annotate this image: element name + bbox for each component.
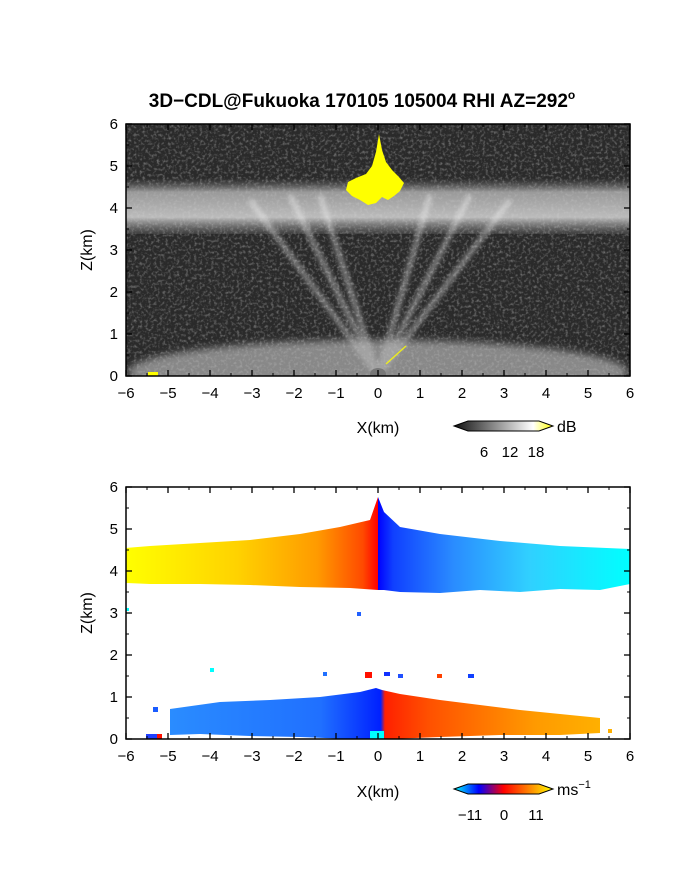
figure-title: 3D−CDL@Fukuoka 170105 105004 RHI AZ=292o [149, 88, 576, 112]
upper-velocity-layer [126, 497, 630, 593]
x-tick-label: −6 [117, 385, 134, 402]
colorbar-gradient [452, 783, 555, 795]
backscatter-colorbar: dB 6 12 18 [452, 419, 577, 461]
colorbar-tick: −11 [458, 807, 482, 824]
velocity-colorbar-unit: ms−1 [557, 779, 591, 799]
y-tick-label: 3 [110, 605, 118, 622]
strong-echo-region [346, 134, 404, 205]
colorbar-tick: 6 [480, 444, 488, 461]
x-tick-label: −1 [327, 385, 344, 402]
y-tick-label: 6 [110, 116, 118, 133]
yellow-streak [385, 345, 407, 365]
x-tick-label: −1 [327, 748, 344, 765]
x-tick-label: −5 [159, 385, 176, 402]
y-tick-label: 1 [110, 689, 118, 706]
boundary-layer-core [298, 338, 458, 376]
y-tick-label: 1 [110, 326, 118, 343]
velocity-ylabel: Z(km) [79, 592, 96, 634]
x-tick-label: 1 [416, 748, 424, 765]
velocity-xlabel: X(km) [357, 784, 400, 801]
x-tick-label: 2 [458, 748, 466, 765]
velocity-panel [126, 487, 630, 739]
x-tick-label: −4 [201, 748, 218, 765]
y-tick-label: 0 [110, 368, 118, 385]
lower-velocity-layer [170, 688, 600, 739]
x-tick-label: −6 [117, 748, 134, 765]
y-tick-label: 4 [110, 200, 118, 217]
x-tick-label: 5 [584, 385, 592, 402]
velocity-colorbar: ms−1 −11 0 11 [452, 779, 591, 824]
x-tick-label: 3 [500, 385, 508, 402]
colorbar-gradient [452, 420, 555, 432]
x-tick-label: 1 [416, 385, 424, 402]
x-tick-label: 6 [626, 748, 634, 765]
colorbar-tick: 0 [500, 807, 508, 824]
y-tick-label: 3 [110, 242, 118, 259]
x-tick-label: −2 [285, 385, 302, 402]
x-tick-label: 2 [458, 385, 466, 402]
y-tick-label: 0 [110, 731, 118, 748]
backscatter-colorbar-unit: dB [557, 419, 577, 436]
x-tick-label: 3 [500, 748, 508, 765]
y-tick-label: 5 [110, 521, 118, 538]
x-tick-label: 5 [584, 748, 592, 765]
y-tick-label: 2 [110, 647, 118, 664]
velocity-scatter-pixels [126, 608, 612, 739]
backscatter-ylabel: Z(km) [79, 229, 96, 271]
x-tick-label: −3 [243, 748, 260, 765]
x-tick-label: −2 [285, 748, 302, 765]
x-tick-label: −3 [243, 385, 260, 402]
backscatter-xlabel: X(km) [357, 420, 400, 437]
y-tick-label: 4 [110, 563, 118, 580]
yellow-pixel-left [148, 372, 158, 376]
x-tick-label: −5 [159, 748, 176, 765]
x-tick-label: 0 [374, 385, 382, 402]
y-tick-label: 6 [110, 479, 118, 496]
velocity-axes: −6 −5 −4 −3 −2 −1 0 1 2 3 4 5 6 0 1 2 3 4 5 6 [110, 479, 635, 765]
y-tick-label: 5 [110, 158, 118, 175]
backscatter-axes: −6 −5 −4 −3 −2 −1 0 1 2 3 4 5 6 0 1 2 3 4 5 6 [110, 116, 635, 402]
x-tick-label: 6 [626, 385, 634, 402]
colorbar-tick: 18 [528, 444, 545, 461]
x-tick-label: 0 [374, 748, 382, 765]
backscatter-panel [126, 124, 630, 376]
colorbar-tick: 11 [528, 807, 544, 824]
x-tick-label: 4 [542, 385, 550, 402]
y-tick-label: 2 [110, 284, 118, 301]
colorbar-tick: 12 [502, 444, 519, 461]
title-degree-mark: o [568, 88, 575, 102]
x-tick-label: 4 [542, 748, 550, 765]
x-tick-label: −4 [201, 385, 218, 402]
